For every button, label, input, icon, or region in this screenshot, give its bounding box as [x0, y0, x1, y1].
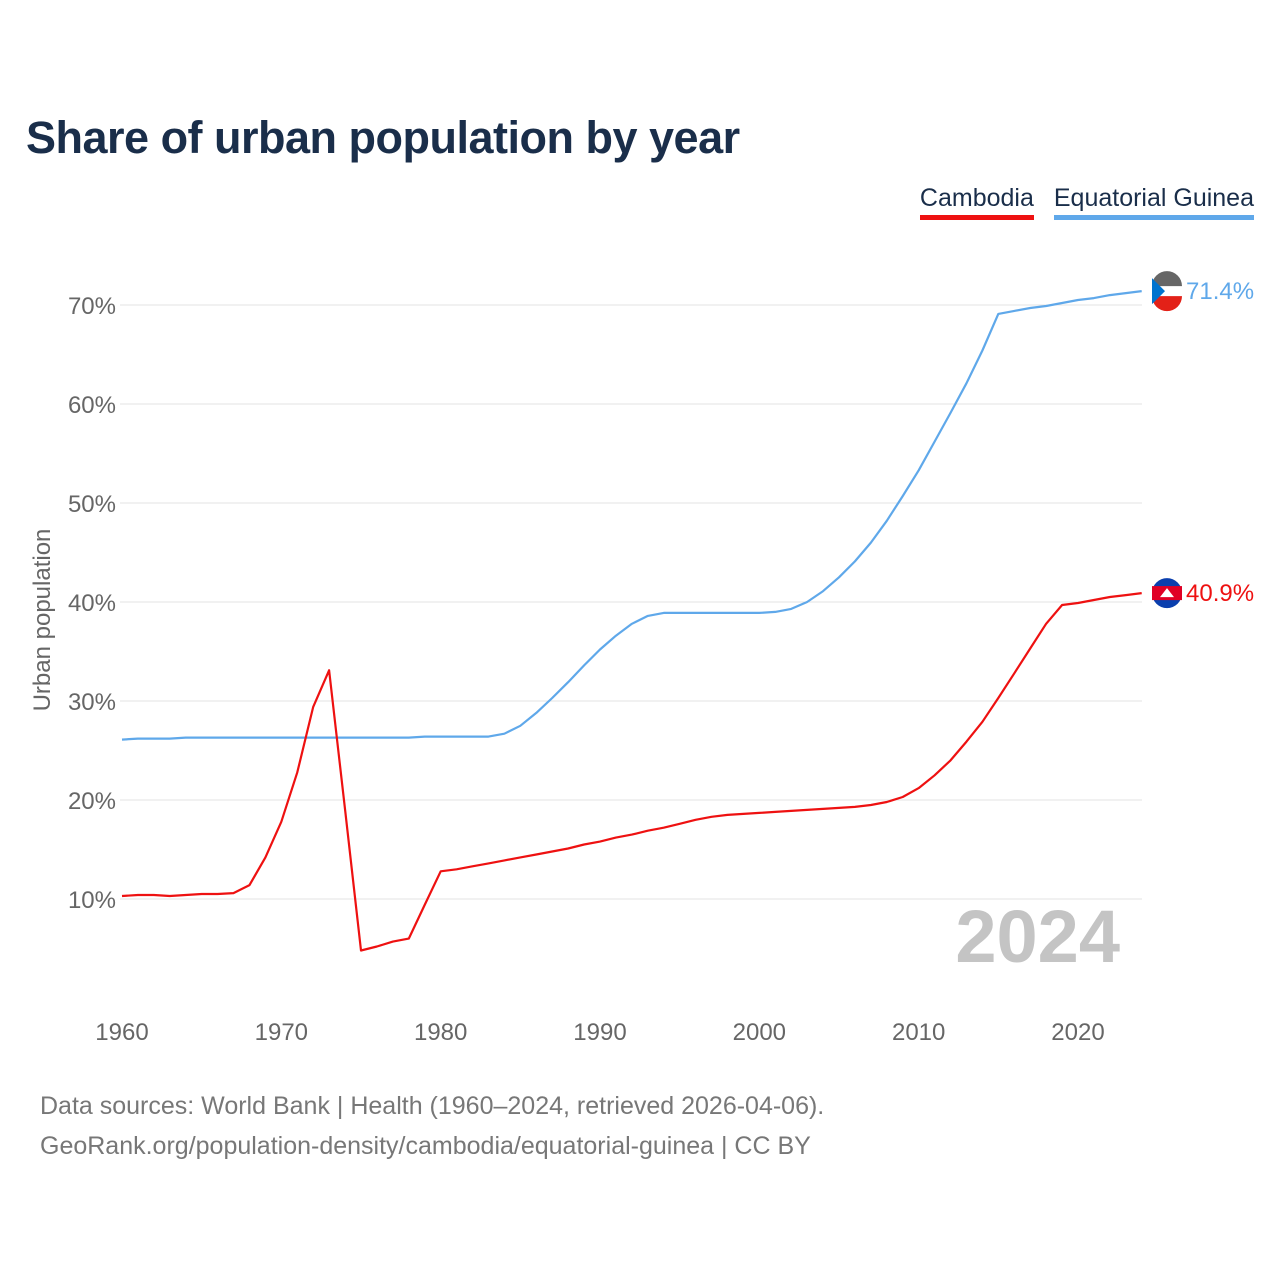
x-tick-label: 1960 — [95, 1019, 148, 1046]
y-tick-label: 10% — [68, 887, 116, 914]
flag-triangle — [1152, 278, 1165, 305]
chart-title: Share of urban population by year — [26, 112, 740, 163]
legend: Cambodia Equatorial Guinea — [919, 184, 1254, 220]
legend-item-equatorial-guinea[interactable]: Equatorial Guinea — [1053, 184, 1254, 220]
flag-temple — [1160, 588, 1174, 598]
x-tick-label: 2010 — [892, 1019, 945, 1046]
flag-top-band — [1152, 271, 1182, 287]
flag-bottom-band — [1152, 296, 1182, 312]
x-tick-label: 1970 — [255, 1019, 308, 1046]
end-label-cambodia: 40.9% — [1186, 580, 1254, 607]
end-label-equatorial-guinea: 71.4% — [1186, 278, 1254, 305]
series-line-equatorial-guinea — [121, 290, 1142, 741]
series-line-cambodia — [121, 592, 1142, 952]
x-tick-label: 1980 — [414, 1019, 467, 1046]
legend-item-cambodia[interactable]: Cambodia — [919, 184, 1034, 220]
y-tick-label: 60% — [68, 392, 116, 419]
footer-link[interactable]: GeoRank.org/population-density/cambodia/… — [40, 1132, 811, 1160]
x-tick-label: 1990 — [573, 1019, 626, 1046]
x-tick-label: 2020 — [1051, 1019, 1104, 1046]
x-tick-label: 2000 — [733, 1019, 786, 1046]
flag-cambodia-icon — [1152, 578, 1182, 609]
flag-equatorial-guinea-icon — [1152, 271, 1182, 312]
y-tick-label: 30% — [68, 689, 116, 716]
y-tick-label: 20% — [68, 788, 116, 815]
y-tick-label: 70% — [68, 293, 116, 320]
footer-sources: Data sources: World Bank | Health (1960–… — [40, 1092, 825, 1120]
y-axis-label: Urban population — [29, 529, 56, 712]
footer: Data sources: World Bank | Health (1960–… — [40, 1086, 824, 1166]
watermark-year: 2024 — [955, 895, 1120, 978]
y-tick-label: 50% — [68, 491, 116, 518]
y-tick-label: 40% — [68, 590, 116, 617]
